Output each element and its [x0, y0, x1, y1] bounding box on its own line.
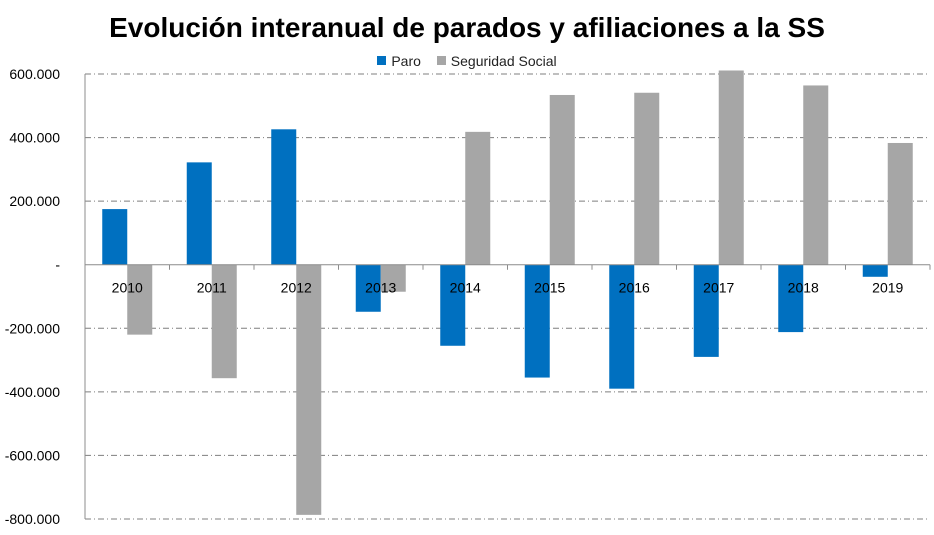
y-tick-label: -200.000: [5, 320, 60, 336]
y-tick-label: 600.000: [9, 66, 60, 82]
legend-label-seguridad-social: Seguridad Social: [450, 52, 557, 69]
y-tick-label: -800.000: [5, 511, 60, 527]
legend: Paro Seguridad Social: [0, 52, 934, 69]
bar-seguridad-social-2010: [127, 264, 153, 335]
bar-paro-2019: [862, 264, 888, 277]
x-tick-label: 2019: [872, 280, 903, 296]
bar-paro-2012: [271, 129, 297, 265]
x-tick-label: 2016: [619, 280, 650, 296]
y-tick-label: -: [55, 257, 60, 273]
x-tick-label: 2014: [450, 280, 481, 296]
x-tick-label: 2012: [281, 280, 312, 296]
y-tick-label: -400.000: [5, 384, 60, 400]
bar-seguridad-social-2016: [634, 92, 660, 265]
y-tick-label: -600.000: [5, 447, 60, 463]
y-tick-label: 400.000: [9, 130, 60, 146]
bar-paro-2015: [524, 264, 550, 378]
legend-item-seguridad-social: Seguridad Social: [436, 52, 557, 69]
bar-seguridad-social-2014: [465, 131, 491, 265]
x-tick-label: 2011: [197, 280, 227, 296]
bar-seguridad-social-2013: [380, 264, 406, 292]
bar-paro-2014: [440, 264, 466, 346]
bar-paro-2017: [693, 264, 719, 357]
bar-paro-2011: [186, 162, 212, 265]
bar-paro-2010: [102, 209, 128, 265]
legend-label-paro: Paro: [391, 52, 421, 69]
bar-seguridad-social-2019: [887, 142, 913, 265]
bar-paro-2016: [609, 264, 635, 389]
bar-seguridad-social-2015: [549, 94, 575, 265]
x-tick-label: 2018: [788, 280, 819, 296]
legend-item-paro: Paro: [377, 53, 421, 69]
bar-paro-2018: [778, 264, 804, 333]
bar-paro-2013: [355, 264, 381, 312]
bar-seguridad-social-2017: [718, 70, 744, 265]
bar-seguridad-social-2018: [803, 85, 829, 265]
x-tick-label: 2015: [534, 280, 565, 296]
bar-seguridad-social-2011: [211, 264, 237, 379]
x-tick-label: 2017: [703, 280, 734, 296]
bar-seguridad-social-2012: [296, 264, 322, 515]
legend-swatch-seguridad-social: [436, 56, 446, 65]
legend-swatch-paro: [377, 56, 387, 65]
chart-title: Evolución interanual de parados y afilia…: [109, 12, 825, 43]
x-tick-label: 2013: [365, 280, 396, 296]
y-tick-label: 200.000: [9, 193, 60, 209]
x-tick-label: 2010: [112, 280, 143, 296]
